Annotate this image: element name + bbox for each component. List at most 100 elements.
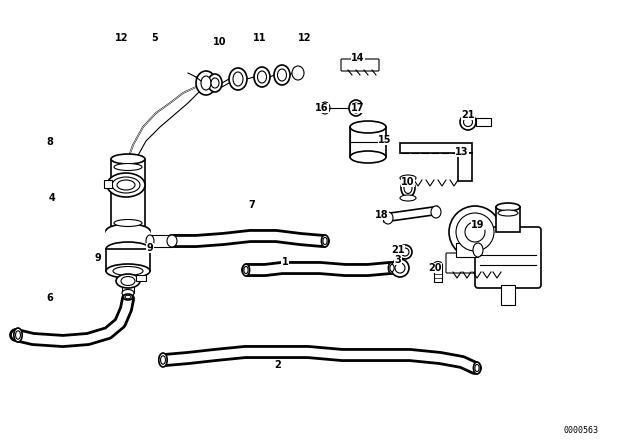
Ellipse shape — [211, 78, 219, 88]
Bar — [476, 118, 491, 126]
Bar — [106, 249, 150, 271]
Ellipse shape — [244, 267, 248, 274]
Ellipse shape — [456, 213, 494, 251]
Ellipse shape — [278, 69, 287, 81]
Ellipse shape — [14, 328, 22, 342]
Ellipse shape — [208, 74, 222, 92]
Ellipse shape — [323, 237, 327, 245]
Ellipse shape — [292, 66, 304, 80]
Text: 1: 1 — [282, 257, 289, 267]
FancyBboxPatch shape — [475, 227, 541, 288]
Text: 18: 18 — [375, 210, 389, 220]
Text: 3: 3 — [395, 255, 401, 265]
Ellipse shape — [161, 356, 166, 364]
Ellipse shape — [465, 222, 485, 242]
Ellipse shape — [383, 212, 393, 224]
Text: 16: 16 — [316, 103, 329, 113]
Text: 8: 8 — [47, 137, 53, 147]
Ellipse shape — [401, 179, 415, 197]
Ellipse shape — [320, 102, 330, 114]
FancyBboxPatch shape — [341, 59, 379, 71]
Ellipse shape — [431, 206, 441, 218]
Ellipse shape — [201, 76, 211, 90]
Text: 13: 13 — [455, 147, 468, 157]
Ellipse shape — [107, 173, 145, 197]
Ellipse shape — [398, 245, 412, 259]
Ellipse shape — [473, 243, 483, 257]
Ellipse shape — [196, 71, 216, 95]
Text: 4: 4 — [49, 193, 56, 203]
Ellipse shape — [475, 364, 479, 371]
Ellipse shape — [121, 276, 135, 285]
Ellipse shape — [106, 224, 150, 238]
Ellipse shape — [243, 264, 250, 276]
Ellipse shape — [114, 164, 142, 171]
FancyBboxPatch shape — [446, 253, 504, 273]
Ellipse shape — [449, 206, 501, 258]
Bar — [104, 180, 112, 188]
Bar — [434, 264, 442, 282]
Ellipse shape — [321, 235, 328, 247]
Ellipse shape — [167, 235, 177, 247]
Text: 11: 11 — [253, 33, 267, 43]
Ellipse shape — [400, 195, 416, 201]
Bar — [106, 231, 150, 251]
Ellipse shape — [388, 262, 396, 274]
Ellipse shape — [350, 151, 386, 163]
Ellipse shape — [123, 294, 133, 300]
Text: 0000563: 0000563 — [563, 426, 598, 435]
Ellipse shape — [116, 274, 140, 288]
Ellipse shape — [146, 235, 154, 247]
Bar — [111, 159, 145, 231]
Bar — [122, 271, 134, 293]
Ellipse shape — [404, 182, 412, 194]
Text: 21: 21 — [461, 110, 475, 120]
Ellipse shape — [352, 103, 360, 113]
Text: 12: 12 — [115, 33, 129, 43]
Ellipse shape — [434, 262, 442, 267]
Ellipse shape — [350, 121, 386, 133]
Text: 9: 9 — [95, 253, 101, 263]
Text: 7: 7 — [248, 200, 255, 210]
Ellipse shape — [112, 177, 140, 193]
Text: 6: 6 — [47, 293, 53, 303]
Text: 15: 15 — [378, 135, 392, 145]
Ellipse shape — [349, 100, 363, 116]
Ellipse shape — [390, 264, 394, 271]
Ellipse shape — [106, 242, 150, 256]
Text: 14: 14 — [351, 53, 365, 63]
Ellipse shape — [391, 259, 409, 277]
Bar — [150, 235, 172, 247]
Text: 21: 21 — [391, 245, 404, 255]
Ellipse shape — [463, 117, 472, 126]
Ellipse shape — [257, 71, 266, 83]
Text: 10: 10 — [401, 177, 415, 187]
Text: 19: 19 — [471, 220, 484, 230]
Ellipse shape — [125, 295, 131, 299]
Ellipse shape — [395, 263, 405, 273]
Ellipse shape — [106, 264, 150, 278]
Ellipse shape — [496, 203, 520, 211]
Ellipse shape — [233, 72, 243, 86]
Bar — [136, 275, 146, 281]
Text: 5: 5 — [152, 33, 158, 43]
Ellipse shape — [474, 362, 481, 374]
Ellipse shape — [159, 353, 167, 367]
Ellipse shape — [114, 220, 142, 227]
Ellipse shape — [400, 175, 416, 181]
Bar — [501, 285, 515, 305]
Ellipse shape — [111, 226, 145, 236]
Bar — [350, 127, 386, 157]
Text: 9: 9 — [147, 243, 154, 253]
Ellipse shape — [117, 180, 135, 190]
Bar — [456, 243, 478, 257]
Ellipse shape — [274, 65, 290, 85]
Text: 17: 17 — [351, 103, 365, 113]
Bar — [383, 207, 438, 222]
Ellipse shape — [401, 248, 409, 256]
Ellipse shape — [254, 67, 270, 87]
Bar — [400, 143, 472, 153]
Text: 10: 10 — [213, 37, 227, 47]
Ellipse shape — [113, 267, 143, 276]
Text: 12: 12 — [298, 33, 312, 43]
